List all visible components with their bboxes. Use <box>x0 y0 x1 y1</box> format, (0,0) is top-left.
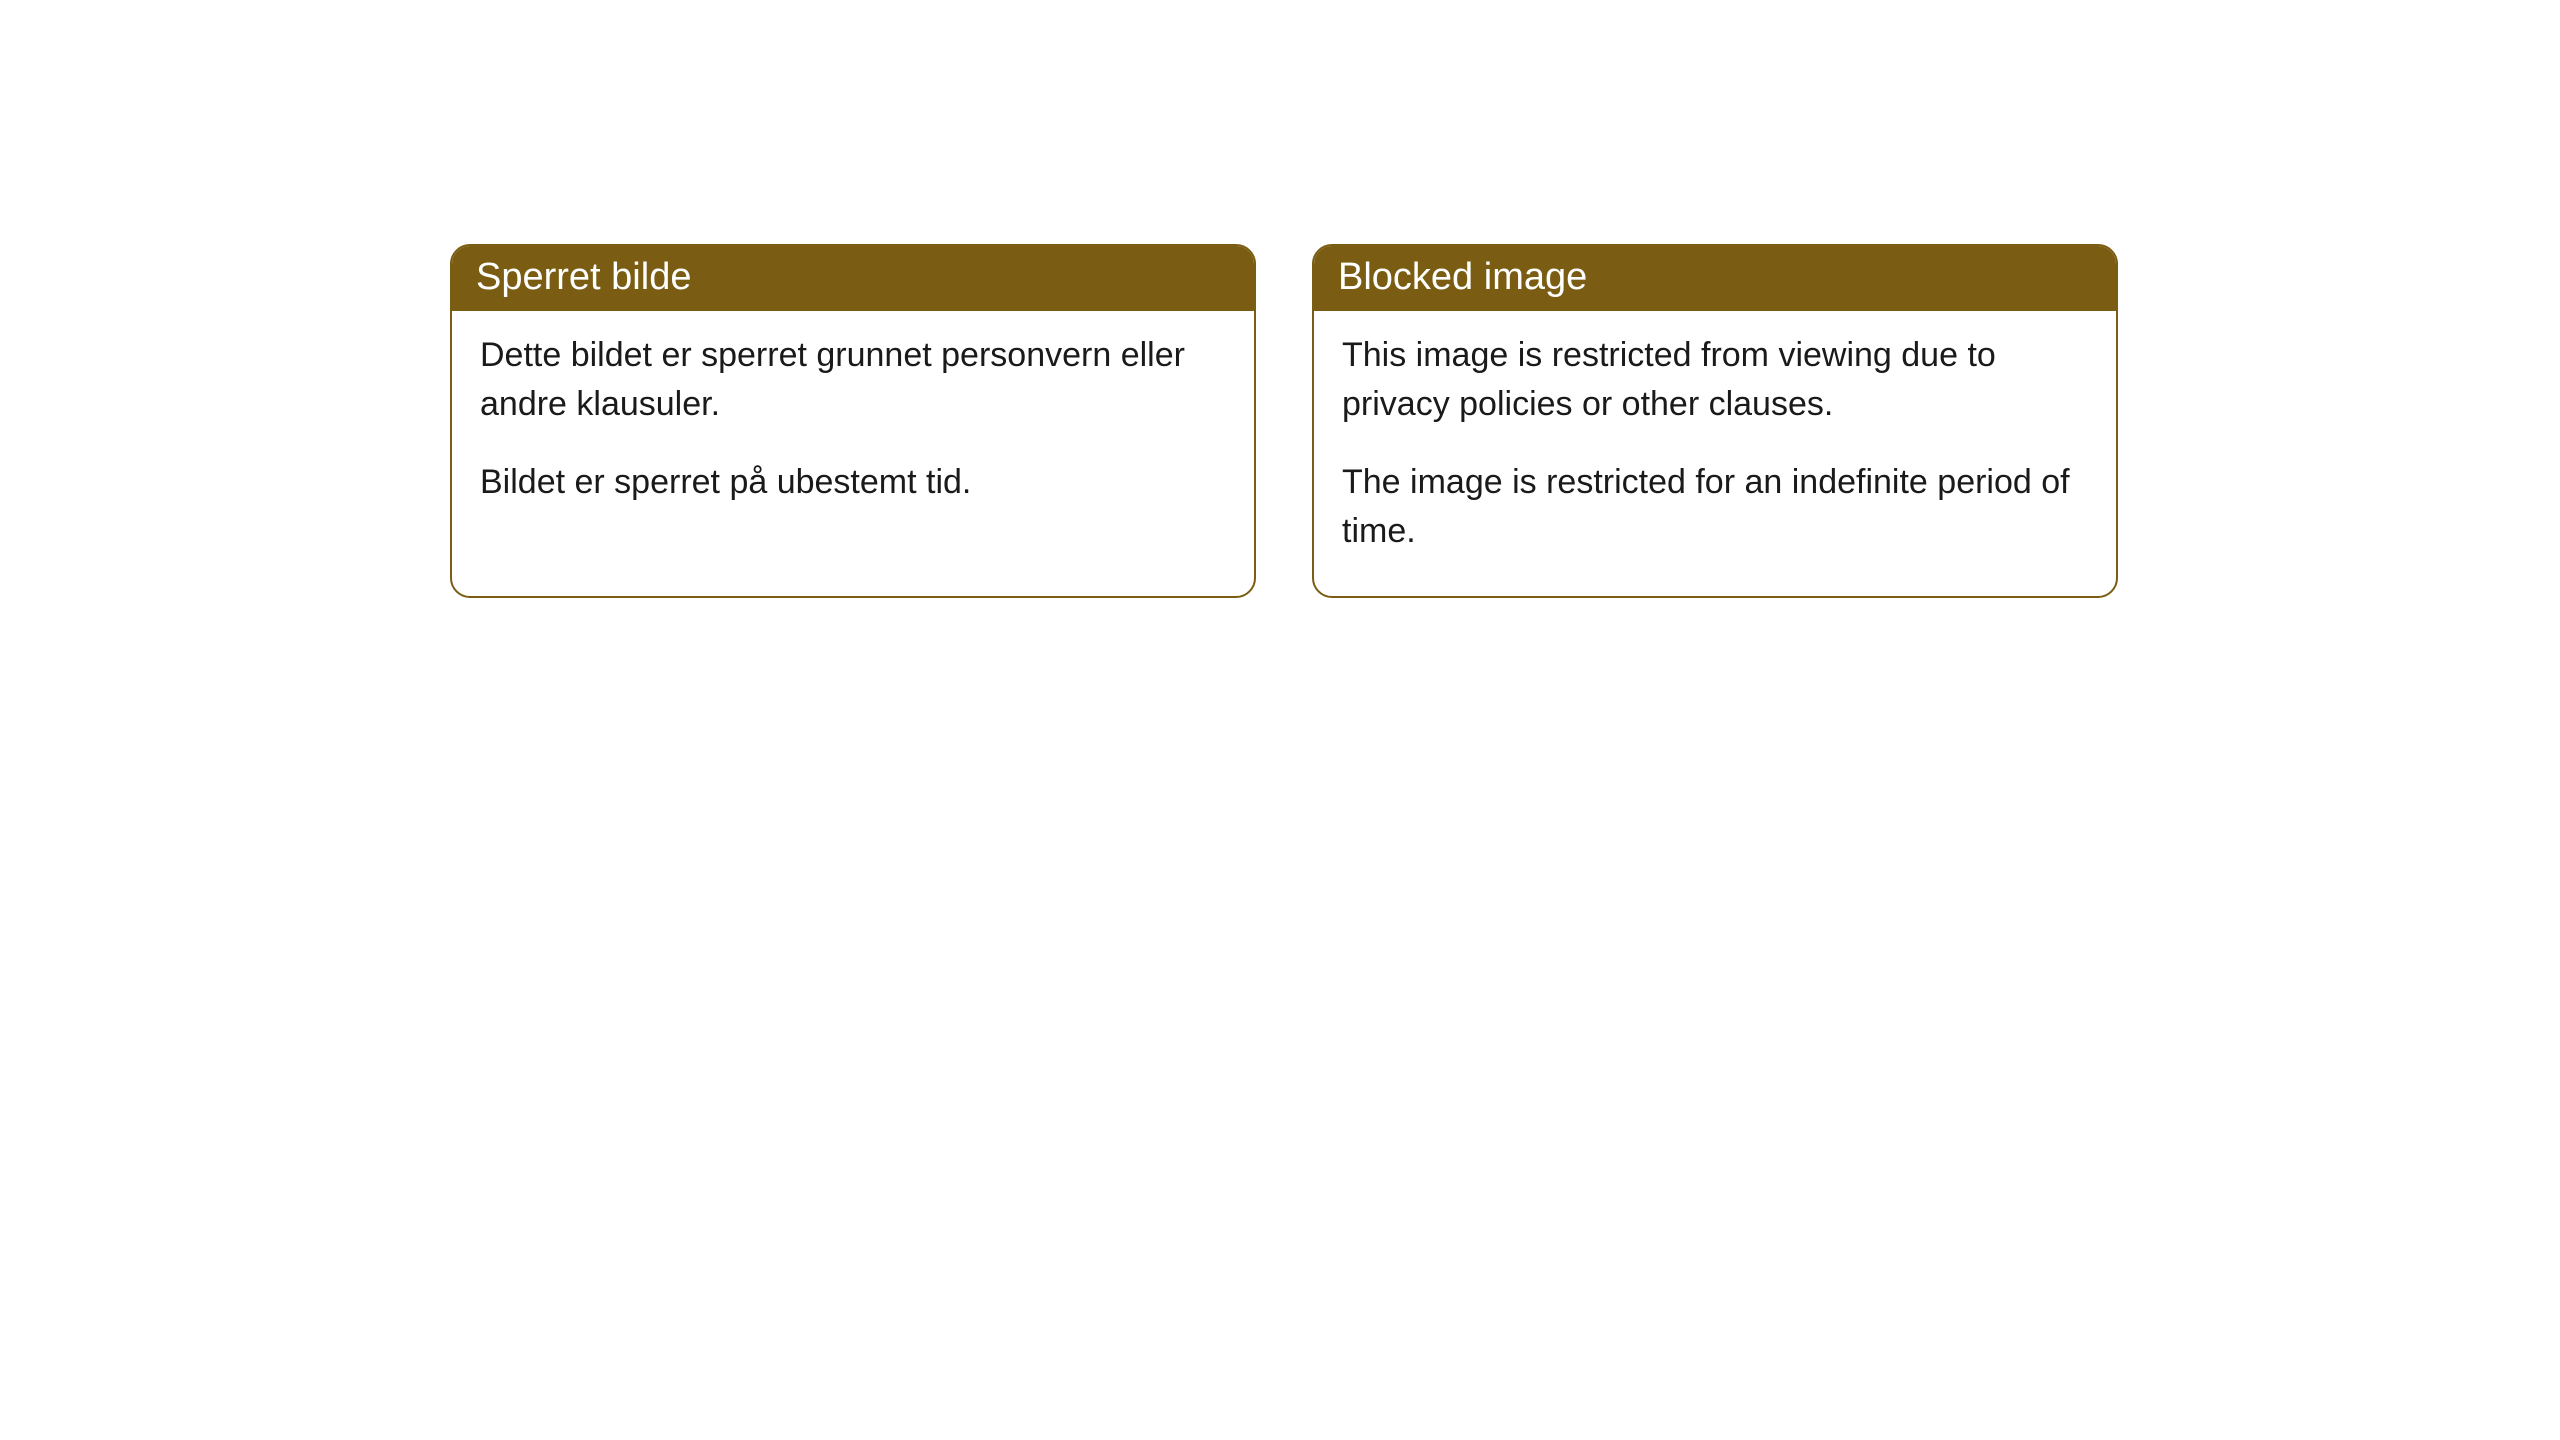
notice-container: Sperret bilde Dette bildet er sperret gr… <box>450 244 2118 598</box>
notice-text: Dette bildet er sperret grunnet personve… <box>480 331 1226 430</box>
card-body: Dette bildet er sperret grunnet personve… <box>452 311 1254 547</box>
card-title: Sperret bilde <box>476 256 691 298</box>
card-body: This image is restricted from viewing du… <box>1314 311 2116 596</box>
notice-card-english: Blocked image This image is restricted f… <box>1312 244 2118 598</box>
card-header: Sperret bilde <box>452 246 1254 311</box>
card-header: Blocked image <box>1314 246 2116 311</box>
notice-card-norwegian: Sperret bilde Dette bildet er sperret gr… <box>450 244 1256 598</box>
notice-text: The image is restricted for an indefinit… <box>1342 458 2088 557</box>
notice-text: Bildet er sperret på ubestemt tid. <box>480 458 1226 507</box>
notice-text: This image is restricted from viewing du… <box>1342 331 2088 430</box>
card-title: Blocked image <box>1338 256 1587 298</box>
